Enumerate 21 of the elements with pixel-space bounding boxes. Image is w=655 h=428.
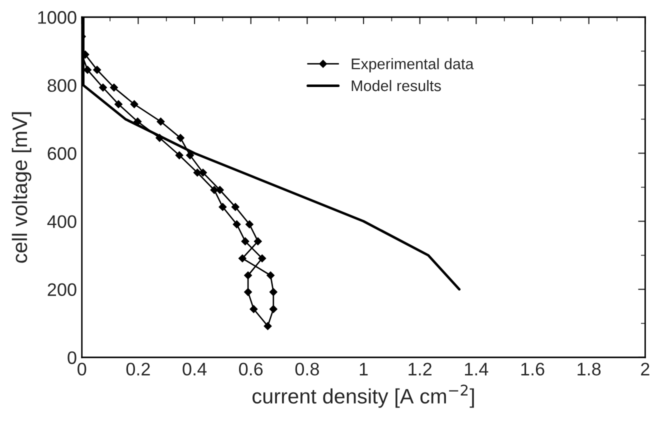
y-tick-label: 200 [48,283,76,296]
x-tick-label: 0.6 [239,362,263,376]
y-axis-title: cell voltage [mV] [12,112,32,263]
legend-label: Model results [352,80,441,92]
x-tick-label: 1.4 [465,362,488,376]
x-tick-label: 0 [78,362,86,376]
x-tick-label: 2 [641,362,650,376]
x-tick-label: 1.8 [578,362,601,376]
x-tick-label: 0.8 [295,362,319,376]
x-tick-label: 1.2 [408,362,432,376]
y-tick-label: 1000 [38,11,76,24]
y-tick-label: 600 [48,147,76,160]
y-tick-label: 800 [48,79,76,92]
x-tick-label: 1.6 [521,362,544,376]
x-tick-label: 0.4 [182,362,207,376]
legend-label: Experimental data [352,58,474,72]
x-tick-label: 0.2 [126,362,150,376]
x-tick-label: 1 [360,362,368,376]
x-axis-title: current density [A cm$^{−2}$] [252,384,474,408]
y-tick-label: 400 [47,215,76,228]
y-tick-label: 0 [68,351,76,364]
